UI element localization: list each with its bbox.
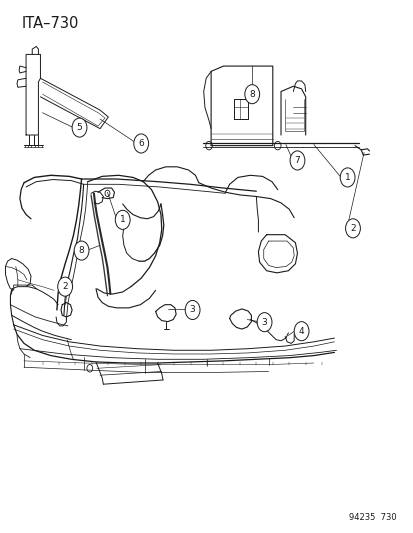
Circle shape (290, 151, 304, 170)
Text: 94235  730: 94235 730 (348, 513, 395, 522)
Text: 5: 5 (76, 123, 82, 132)
Text: 3: 3 (261, 318, 267, 327)
Circle shape (185, 301, 199, 319)
Text: ITA–730: ITA–730 (22, 16, 79, 31)
Text: 2: 2 (62, 282, 68, 291)
Text: 1: 1 (344, 173, 350, 182)
Text: 8: 8 (78, 246, 84, 255)
Circle shape (244, 85, 259, 104)
Circle shape (133, 134, 148, 153)
Circle shape (294, 321, 308, 341)
Circle shape (345, 219, 359, 238)
Circle shape (115, 211, 130, 229)
Text: 8: 8 (249, 90, 254, 99)
Text: 6: 6 (138, 139, 144, 148)
Circle shape (57, 277, 72, 296)
Text: 7: 7 (294, 156, 299, 165)
Text: 3: 3 (189, 305, 195, 314)
Circle shape (72, 118, 87, 137)
Circle shape (339, 168, 354, 187)
Circle shape (256, 313, 271, 332)
Text: 2: 2 (349, 224, 355, 233)
Circle shape (74, 241, 89, 260)
Text: 1: 1 (119, 215, 125, 224)
Text: 4: 4 (298, 327, 304, 336)
